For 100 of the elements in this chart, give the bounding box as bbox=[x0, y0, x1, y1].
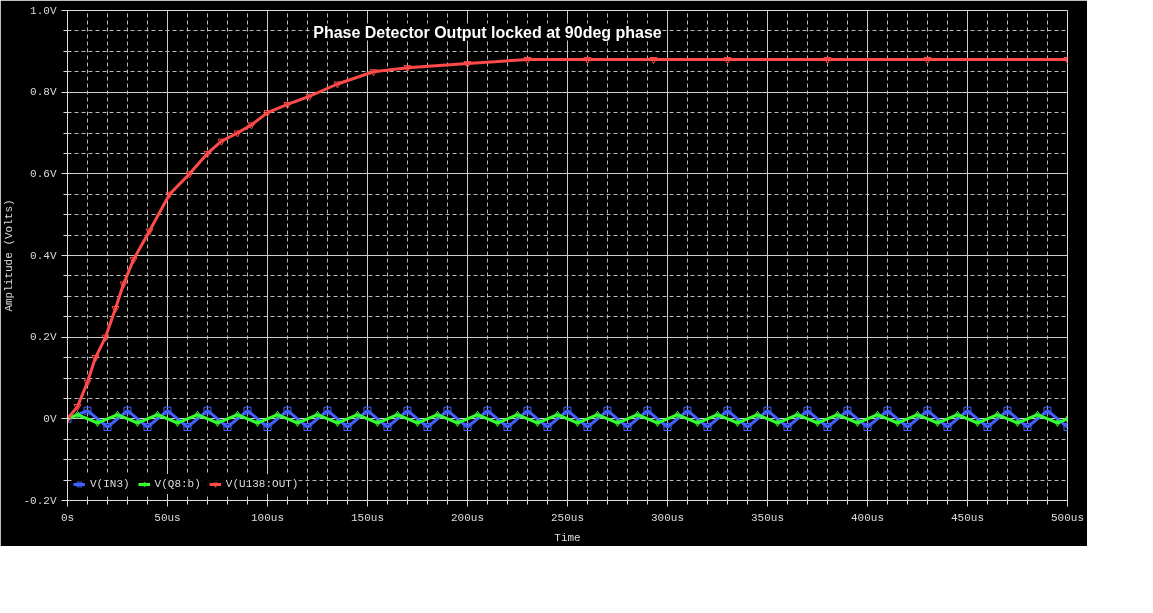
point bbox=[1014, 418, 1021, 427]
point bbox=[394, 410, 401, 419]
point bbox=[774, 418, 781, 427]
point bbox=[714, 410, 721, 419]
x-tick-label: 50us bbox=[154, 511, 181, 524]
y-tick-label: 1.0V bbox=[30, 4, 57, 17]
point bbox=[73, 404, 82, 412]
point bbox=[583, 56, 592, 65]
point bbox=[543, 423, 552, 431]
point bbox=[834, 410, 841, 419]
point bbox=[649, 56, 658, 65]
point bbox=[694, 418, 701, 427]
point bbox=[374, 418, 381, 427]
x-tick-label: 500us bbox=[1051, 511, 1085, 524]
point bbox=[503, 423, 512, 431]
point bbox=[383, 423, 392, 431]
point bbox=[243, 406, 252, 415]
point bbox=[403, 406, 412, 415]
point bbox=[74, 410, 81, 419]
point bbox=[294, 418, 301, 427]
point bbox=[114, 410, 121, 419]
x-tick-label: 200us bbox=[451, 511, 485, 524]
text: Phase Detector Output locked at 90deg phase bbox=[313, 23, 662, 41]
point bbox=[663, 423, 672, 431]
y-tick-label: 0.2V bbox=[30, 331, 57, 344]
point bbox=[134, 418, 141, 427]
point bbox=[323, 406, 332, 415]
point bbox=[434, 410, 441, 419]
point bbox=[263, 423, 272, 431]
legend-label: V(IN3) bbox=[90, 478, 130, 490]
point bbox=[843, 406, 852, 415]
x-tick-label: 400us bbox=[851, 511, 885, 524]
point bbox=[217, 138, 226, 146]
point bbox=[943, 423, 952, 431]
point bbox=[983, 423, 992, 431]
point bbox=[94, 418, 101, 427]
x-tick-label: 100us bbox=[251, 511, 285, 524]
point bbox=[894, 418, 901, 427]
y-tick-label: -0.2V bbox=[23, 494, 57, 507]
point bbox=[343, 423, 352, 431]
point bbox=[743, 423, 752, 431]
point bbox=[414, 418, 421, 427]
point bbox=[1003, 406, 1012, 415]
point bbox=[247, 122, 256, 130]
point bbox=[303, 423, 312, 431]
point bbox=[101, 334, 110, 342]
point bbox=[1034, 410, 1041, 419]
point bbox=[614, 418, 621, 427]
point bbox=[594, 410, 601, 419]
point bbox=[703, 423, 712, 431]
point bbox=[369, 69, 378, 77]
point bbox=[734, 418, 741, 427]
point bbox=[83, 406, 92, 415]
point bbox=[454, 418, 461, 427]
point bbox=[119, 281, 128, 289]
point bbox=[554, 410, 561, 419]
point bbox=[333, 81, 342, 89]
point bbox=[794, 410, 801, 419]
point bbox=[494, 418, 501, 427]
point bbox=[923, 56, 932, 65]
point bbox=[183, 423, 192, 431]
point bbox=[143, 423, 152, 431]
legend-label: V(Q8:b) bbox=[154, 478, 201, 490]
point bbox=[854, 418, 861, 427]
point bbox=[523, 56, 532, 65]
point bbox=[823, 56, 832, 65]
point bbox=[334, 418, 341, 427]
point bbox=[883, 406, 892, 415]
point bbox=[474, 410, 481, 419]
point bbox=[463, 423, 472, 431]
x-tick-label: 250us bbox=[551, 511, 585, 524]
point bbox=[314, 410, 321, 419]
point bbox=[111, 306, 120, 314]
point bbox=[623, 423, 632, 431]
point bbox=[91, 355, 100, 363]
point bbox=[534, 418, 541, 427]
point bbox=[863, 423, 872, 431]
point bbox=[814, 418, 821, 427]
point bbox=[923, 406, 932, 415]
point bbox=[803, 406, 812, 415]
point bbox=[754, 410, 761, 419]
y-tick-label: 0.4V bbox=[30, 249, 57, 262]
y-tick-label: 0.6V bbox=[30, 167, 57, 180]
point bbox=[603, 406, 612, 415]
point bbox=[634, 410, 641, 419]
point bbox=[174, 418, 181, 427]
point bbox=[423, 423, 432, 431]
point bbox=[165, 191, 174, 199]
point bbox=[163, 406, 172, 415]
x-tick-label: 150us bbox=[351, 511, 385, 524]
point bbox=[874, 410, 881, 419]
point bbox=[563, 406, 572, 415]
point bbox=[185, 171, 194, 179]
x-tick-label: 450us bbox=[951, 511, 985, 524]
point bbox=[194, 410, 201, 419]
point bbox=[914, 410, 921, 419]
point bbox=[954, 410, 961, 419]
point bbox=[463, 61, 472, 69]
point bbox=[674, 410, 681, 419]
point bbox=[763, 406, 772, 415]
